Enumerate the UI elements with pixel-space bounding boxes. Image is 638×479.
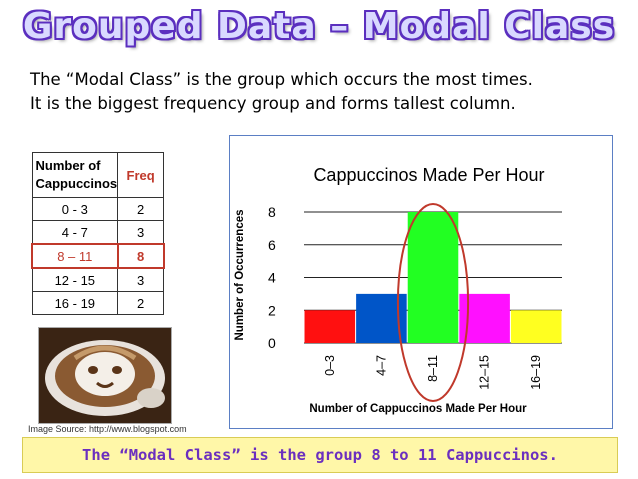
- x-tick-label: 8–11: [426, 355, 440, 382]
- row-group: 12 - 15: [31, 267, 119, 292]
- x-tick-label: 4–7: [374, 355, 388, 376]
- x-tick-label: 16–19: [529, 355, 543, 390]
- table-header-row: Number of Cappuccinos Freq: [31, 152, 165, 198]
- y-tick-label: 6: [268, 237, 276, 253]
- row-group: 4 - 7: [31, 220, 119, 245]
- bar: [510, 310, 562, 343]
- row-freq: 3: [117, 267, 165, 292]
- x-tick-label: 12–15: [478, 355, 492, 390]
- table-row: 12 - 15 3: [31, 267, 165, 292]
- conclusion-banner: The “Modal Class” is the group 8 to 11 C…: [22, 437, 618, 473]
- cappuccino-image: [39, 328, 171, 423]
- x-tick-label: 0–3: [323, 355, 337, 376]
- row-group: 0 - 3: [31, 197, 119, 221]
- y-tick-label: 8: [268, 204, 276, 220]
- y-tick-label: 4: [268, 270, 276, 286]
- row-group: 8 – 11: [31, 243, 119, 269]
- table-row: 16 - 19 2: [31, 291, 165, 315]
- image-source: Image Source: http://www.blogspot.com: [28, 424, 187, 434]
- row-freq: 3: [117, 220, 165, 245]
- y-tick-label: 0: [268, 335, 276, 351]
- table-row-modal: 8 – 11 8: [31, 243, 165, 269]
- header-freq: Freq: [117, 152, 165, 198]
- intro-line-2: It is the biggest frequency group and fo…: [30, 94, 516, 113]
- bar-chart: Cappuccinos Made Per Hour Number of Occu…: [234, 165, 562, 415]
- intro-line-1: The “Modal Class” is the group which occ…: [30, 70, 533, 89]
- table-row: 0 - 3 2: [31, 197, 165, 221]
- row-group: 16 - 19: [31, 291, 119, 315]
- frequency-table: Number of Cappuccinos Freq 0 - 3 2 4 - 7…: [31, 152, 165, 315]
- y-axis-label: Number of Occurrences: [234, 209, 246, 340]
- page-title: Grouped Data – Modal Class: [22, 6, 616, 47]
- x-axis-label: Number of Cappuccinos Made Per Hour: [309, 403, 527, 415]
- modal-highlight-ring: [396, 203, 470, 402]
- row-freq: 2: [117, 291, 165, 315]
- row-freq: 2: [117, 197, 165, 221]
- y-tick-label: 2: [268, 302, 276, 318]
- bar: [407, 212, 459, 343]
- intro-text: The “Modal Class” is the group which occ…: [30, 68, 630, 116]
- chart-title: Cappuccinos Made Per Hour: [313, 165, 544, 185]
- header-group: Number of Cappuccinos: [31, 152, 119, 198]
- row-freq: 8: [116, 243, 165, 269]
- table-row: 4 - 7 3: [31, 220, 165, 245]
- chart-frame: Cappuccinos Made Per Hour Number of Occu…: [229, 135, 613, 429]
- bar: [304, 310, 356, 343]
- cappuccino-photo: [38, 327, 172, 424]
